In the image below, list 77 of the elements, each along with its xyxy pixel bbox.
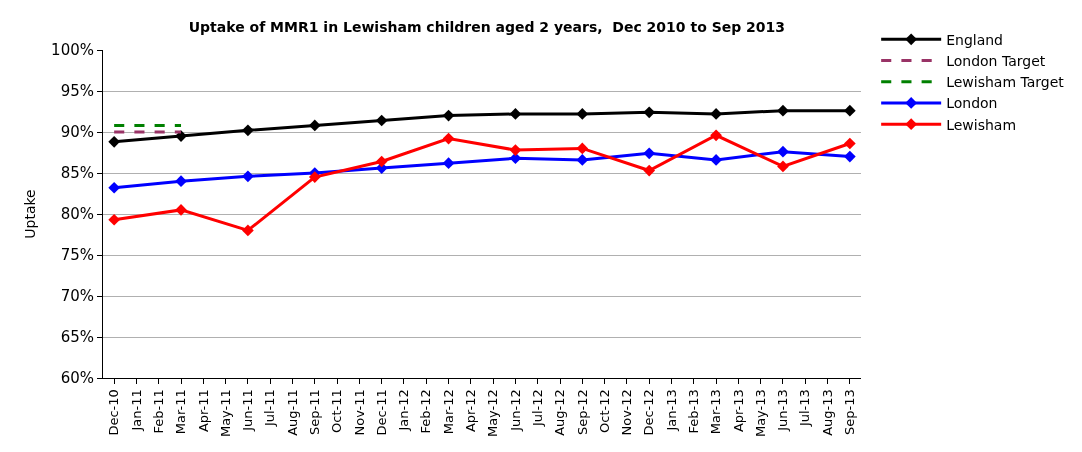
y-tick-label: 60% xyxy=(60,369,94,388)
x-tick-label: May-11 xyxy=(217,389,233,438)
x-tick-label: Feb-12 xyxy=(418,389,434,434)
point xyxy=(777,104,789,117)
x-tick-label: Jun-13 xyxy=(775,389,791,432)
point xyxy=(242,224,254,237)
point xyxy=(108,181,120,194)
x-tick-label: Sep-11 xyxy=(307,389,323,435)
point xyxy=(242,170,254,183)
x-tick-label: Mar-11 xyxy=(173,389,189,435)
point xyxy=(175,175,187,188)
legend-label: England xyxy=(946,31,1003,48)
x-tick-label: Aug-13 xyxy=(819,389,835,436)
point xyxy=(442,132,455,145)
point xyxy=(108,135,120,148)
x-tick-label: Jul-12 xyxy=(529,389,545,428)
point xyxy=(844,137,856,150)
x-tick-label: Apr-12 xyxy=(463,389,479,433)
chart-title: Uptake of MMR1 in Lewisham children aged 2 years, Dec 2010 to Sep 2013 xyxy=(188,19,786,36)
point xyxy=(442,109,455,122)
point xyxy=(509,108,522,120)
x-tick-label: Mar-12 xyxy=(440,389,456,435)
x-tick-label: Sep-13 xyxy=(842,389,858,435)
x-tick-label: Dec-11 xyxy=(373,389,389,436)
x-tick-label: Jun-11 xyxy=(240,389,256,432)
x-tick-label: May-12 xyxy=(485,389,501,438)
y-tick-label: 70% xyxy=(60,287,94,306)
x-tick-label: Feb-11 xyxy=(150,389,166,434)
x-tick-label: May-13 xyxy=(752,389,768,438)
x-tick-label: Jan-11 xyxy=(128,389,144,432)
y-tick-label: 90% xyxy=(60,123,94,142)
x-tick-label: Aug-12 xyxy=(552,389,568,436)
x-tick-label: Jun-12 xyxy=(507,389,523,432)
y-tick-label: 75% xyxy=(60,246,94,265)
x-tick-label: Mar-13 xyxy=(708,389,724,435)
y-axis-title: Uptake xyxy=(21,189,38,239)
legend-label: London xyxy=(946,95,998,112)
point xyxy=(643,164,656,177)
point xyxy=(710,129,722,142)
point xyxy=(844,150,856,163)
x-tick-label: Apr-13 xyxy=(730,389,746,433)
x-tick-label: Jul-13 xyxy=(797,389,813,428)
x-tick-label: Apr-11 xyxy=(195,389,211,433)
x-tick-label: Jan-12 xyxy=(396,389,412,432)
x-tick-label: Aug-11 xyxy=(284,389,300,436)
point xyxy=(308,171,321,183)
point xyxy=(108,213,120,226)
point xyxy=(710,154,722,166)
point xyxy=(509,144,522,156)
y-tick-label: 95% xyxy=(60,82,94,101)
y-tick-label: 85% xyxy=(60,164,94,183)
legend-label: London Target xyxy=(946,53,1046,70)
legend-label: Lewisham xyxy=(946,116,1017,133)
point xyxy=(375,114,388,127)
point xyxy=(643,147,656,160)
x-tick-label: Nov-12 xyxy=(619,389,635,436)
point xyxy=(242,124,254,137)
point xyxy=(777,160,789,173)
x-tick-label: Jan-13 xyxy=(663,389,679,432)
point xyxy=(844,104,856,117)
x-tick-label: Oct-11 xyxy=(329,389,345,433)
y-tick-label: 65% xyxy=(60,328,94,347)
x-tick-label: Oct-12 xyxy=(596,389,612,433)
x-tick-label: Sep-12 xyxy=(574,389,590,435)
x-tick-label: Dec-12 xyxy=(641,389,657,436)
x-tick-label: Dec-10 xyxy=(106,389,122,436)
point xyxy=(308,119,321,132)
x-tick-label: Jul-11 xyxy=(262,389,278,428)
y-tick-label: 100% xyxy=(51,41,94,60)
point xyxy=(375,155,388,168)
point xyxy=(777,145,789,158)
y-tick-label: 80% xyxy=(60,205,94,224)
point xyxy=(576,142,589,155)
x-tick-label: Feb-13 xyxy=(686,389,702,434)
point xyxy=(442,157,455,170)
x-tick-label: Nov-11 xyxy=(351,389,367,436)
legend-label: Lewisham Target xyxy=(946,74,1065,91)
